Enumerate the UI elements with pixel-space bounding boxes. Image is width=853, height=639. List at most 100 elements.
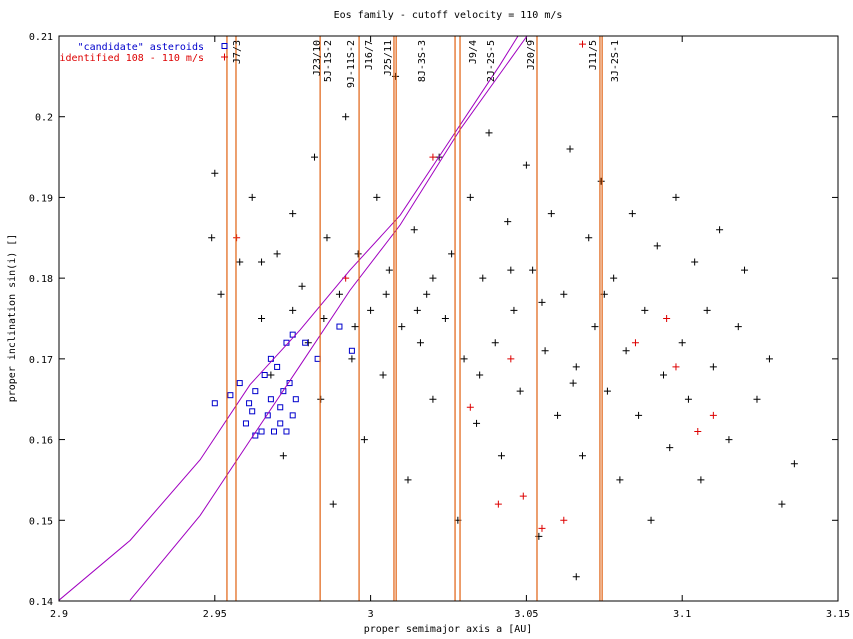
plus-marker bbox=[466, 193, 474, 201]
plus-marker bbox=[660, 371, 668, 379]
plus-marker bbox=[678, 339, 686, 347]
x-tick-label: 2.95 bbox=[203, 609, 227, 620]
plus-marker bbox=[684, 395, 692, 403]
plus-marker bbox=[734, 323, 742, 331]
plus-marker bbox=[663, 315, 671, 322]
legend-label[interactable]: "candidate" asteroids bbox=[78, 42, 204, 53]
y-tick-label: 0.21 bbox=[29, 32, 53, 43]
square-marker bbox=[236, 380, 243, 387]
y-tick-label: 0.2 bbox=[35, 113, 53, 124]
square-marker bbox=[348, 347, 355, 354]
square-marker bbox=[264, 412, 271, 419]
plus-marker bbox=[566, 145, 574, 153]
plus-marker bbox=[429, 274, 437, 282]
plus-marker bbox=[351, 323, 359, 331]
plus-marker bbox=[591, 323, 599, 331]
plus-marker bbox=[765, 355, 773, 363]
plus-marker bbox=[354, 250, 362, 258]
plus-marker bbox=[348, 355, 356, 363]
square-marker bbox=[274, 363, 281, 370]
plus-marker bbox=[597, 177, 605, 185]
plus-marker bbox=[709, 411, 717, 419]
x-axis-label: proper semimajor axis a [AU] bbox=[364, 624, 533, 635]
plus-marker bbox=[753, 395, 761, 403]
legend-label[interactable]: identified 108 - 110 m/s bbox=[60, 53, 205, 64]
plus-marker bbox=[709, 363, 717, 371]
square-marker bbox=[277, 420, 284, 427]
plus-marker bbox=[519, 492, 527, 500]
x-tick-label: 3.1 bbox=[673, 609, 691, 620]
plus-marker bbox=[410, 226, 418, 234]
square-marker bbox=[289, 412, 296, 419]
plus-marker bbox=[516, 387, 524, 395]
plus-marker bbox=[507, 355, 515, 363]
y-tick-label: 0.17 bbox=[29, 355, 53, 366]
plus-marker bbox=[279, 452, 287, 460]
plus-marker bbox=[323, 234, 331, 242]
plus-marker bbox=[578, 40, 586, 48]
resonance-label: J9/4 bbox=[468, 40, 479, 64]
resonance-label: J23/10 bbox=[312, 40, 323, 76]
plus-marker bbox=[208, 234, 216, 242]
plus-marker bbox=[267, 371, 275, 379]
resonance-label: J7/3 bbox=[232, 40, 243, 64]
curve bbox=[129, 36, 528, 601]
plus-marker bbox=[448, 250, 456, 258]
plus-marker bbox=[429, 153, 437, 161]
plus-marker bbox=[541, 347, 549, 355]
resonance-label: 9J-11S-2 bbox=[346, 40, 357, 88]
square-marker bbox=[258, 428, 265, 435]
plus-marker bbox=[585, 234, 593, 242]
plus-marker bbox=[572, 573, 580, 581]
resonance-label: 5J-1S-2 bbox=[323, 40, 334, 82]
plus-marker bbox=[320, 315, 328, 322]
square-marker bbox=[249, 408, 256, 415]
plus-marker bbox=[289, 210, 297, 218]
plus-marker bbox=[628, 210, 636, 218]
plus-marker bbox=[317, 395, 325, 403]
plus-marker bbox=[716, 226, 724, 234]
x-tick-label: 3.15 bbox=[826, 609, 850, 620]
plus-marker bbox=[258, 315, 266, 322]
plus-marker bbox=[672, 193, 680, 201]
plus-marker bbox=[504, 218, 512, 226]
plus-marker bbox=[342, 113, 350, 121]
plus-marker bbox=[211, 169, 219, 177]
plus-marker bbox=[647, 516, 655, 524]
plus-marker bbox=[547, 210, 555, 218]
plus-marker bbox=[578, 452, 586, 460]
y-tick-label: 0.15 bbox=[29, 516, 53, 527]
plus-marker bbox=[725, 436, 733, 444]
plus-marker bbox=[790, 460, 798, 468]
plus-marker bbox=[258, 258, 266, 266]
plus-marker bbox=[441, 315, 449, 322]
plus-marker bbox=[572, 363, 580, 371]
y-tick-label: 0.18 bbox=[29, 274, 53, 285]
plus-marker bbox=[538, 524, 546, 532]
plus-marker bbox=[379, 371, 387, 379]
plus-marker bbox=[373, 193, 381, 201]
plus-marker bbox=[248, 193, 256, 201]
resonance-label: 2J-2S-5 bbox=[486, 40, 497, 82]
plus-marker bbox=[616, 476, 624, 484]
plus-marker bbox=[311, 153, 319, 161]
chart-title: Eos family - cutoff velocity = 110 m/s bbox=[334, 10, 563, 21]
plus-marker bbox=[460, 355, 468, 363]
plus-marker bbox=[569, 379, 577, 387]
plus-marker bbox=[404, 476, 412, 484]
y-tick-label: 0.19 bbox=[29, 193, 53, 204]
plus-marker bbox=[398, 323, 406, 331]
curve bbox=[59, 36, 519, 601]
plus-marker bbox=[217, 290, 225, 298]
plus-marker bbox=[635, 411, 643, 419]
plus-marker bbox=[641, 306, 649, 314]
plus-marker bbox=[529, 266, 537, 274]
legend-marker bbox=[221, 43, 228, 49]
plus-marker bbox=[485, 129, 493, 137]
square-marker bbox=[277, 404, 284, 411]
plot-area bbox=[59, 36, 798, 601]
x-tick-label: 2.9 bbox=[50, 609, 68, 620]
plus-marker bbox=[473, 419, 481, 427]
